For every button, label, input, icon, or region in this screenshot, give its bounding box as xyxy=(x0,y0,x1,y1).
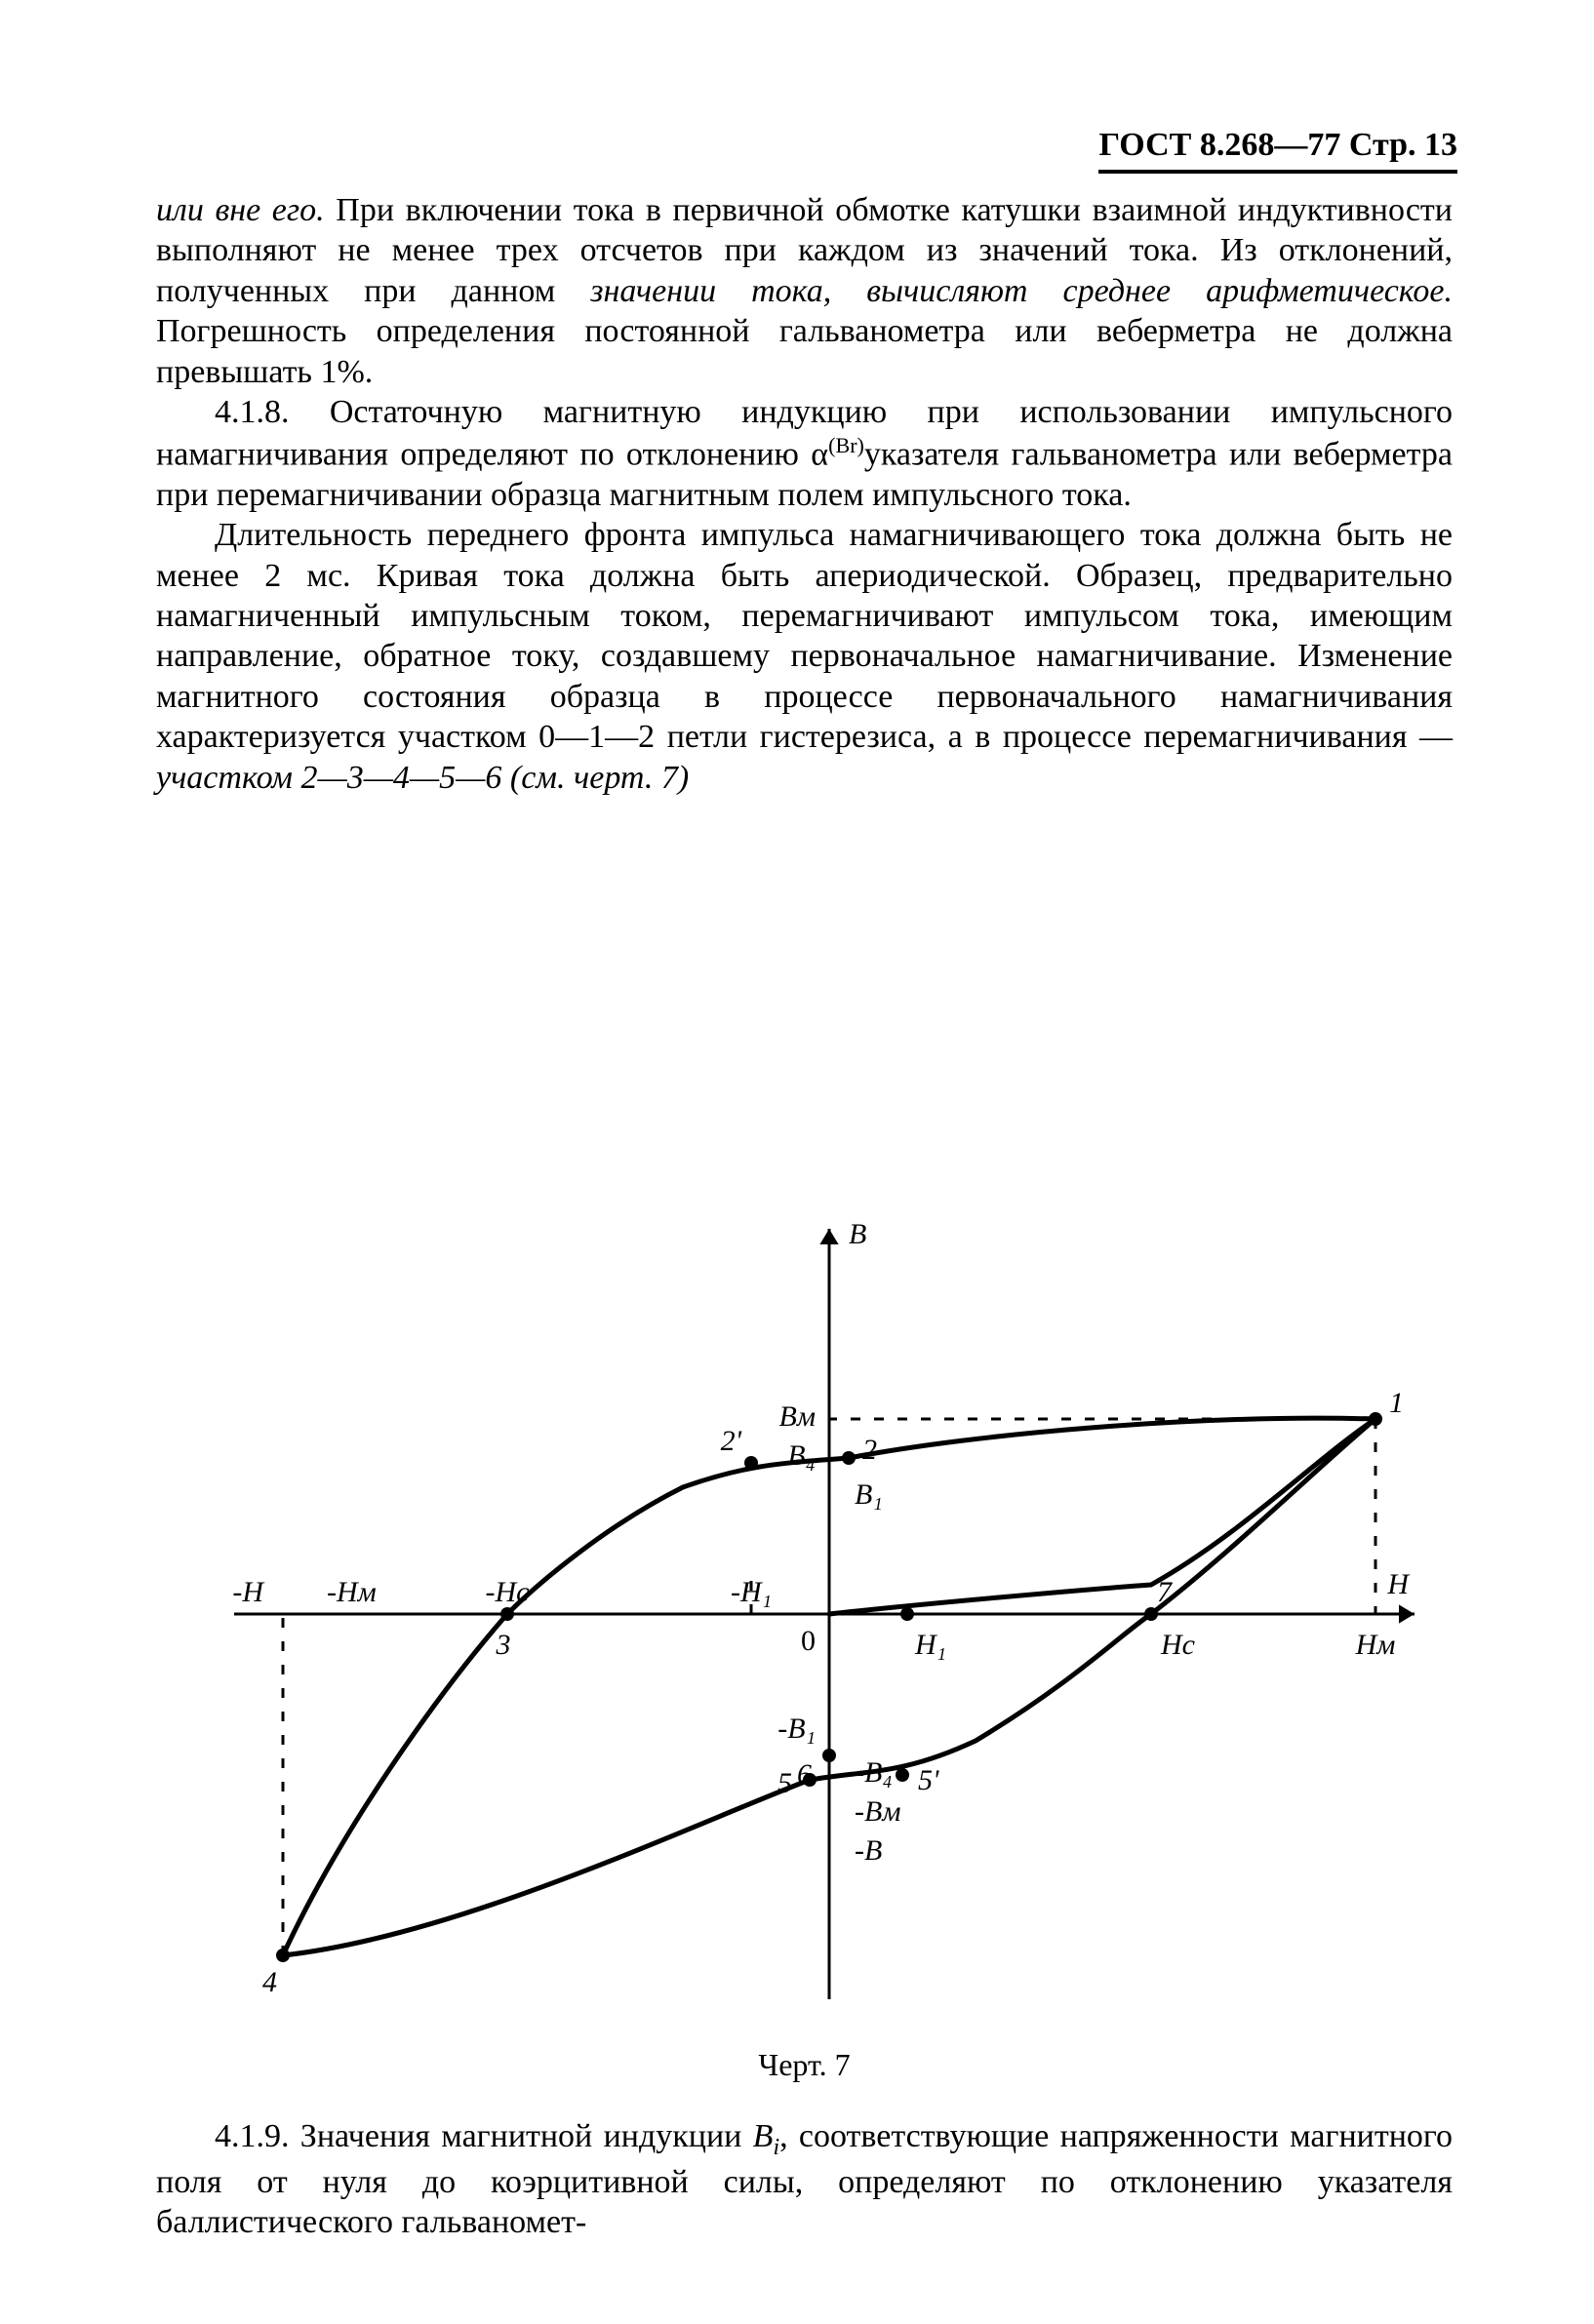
para-4: 4.1.9. Значения магнитной индукции Bi, с… xyxy=(156,2116,1453,2243)
svg-text:H₁: H₁ xyxy=(914,1629,946,1661)
svg-text:5': 5' xyxy=(918,1764,939,1796)
para-3: Длительность переднего фронта импульса н… xyxy=(156,515,1453,798)
svg-text:6: 6 xyxy=(797,1758,812,1791)
svg-text:3: 3 xyxy=(496,1629,511,1661)
svg-text:B: B xyxy=(849,1218,866,1250)
svg-text:B₁: B₁ xyxy=(855,1478,883,1511)
svg-text:-B: -B xyxy=(855,1834,882,1867)
svg-text:0: 0 xyxy=(801,1625,816,1657)
svg-text:4: 4 xyxy=(262,1966,277,1998)
p3a: Длительность переднего фронта импульса н… xyxy=(156,517,1453,755)
p2sup: (Br) xyxy=(828,433,864,457)
page: ГОСТ 8.268—77 Стр. 13 или вне его. При в… xyxy=(0,0,1594,2324)
figure-7: B Bм B₄ B₁ -B₁ -B₄ -Bм -B H Hм Hс H₁ 0 -H₁ -Hс -Hм -H 1 2 2… xyxy=(156,1170,1453,2083)
header-text: ГОСТ 8.268—77 Стр. 13 xyxy=(1098,127,1457,163)
svg-text:-Hс: -Hс xyxy=(486,1576,530,1608)
para-2: 4.1.8. Остаточную магнитную индукцию при… xyxy=(156,392,1453,515)
p4-bi: Bi xyxy=(753,2118,779,2154)
svg-text:-B₄: -B₄ xyxy=(855,1756,893,1789)
svg-text:H: H xyxy=(1386,1568,1411,1600)
figure-caption: Черт. 7 xyxy=(156,2047,1453,2083)
svg-text:7: 7 xyxy=(1157,1576,1174,1608)
svg-text:2: 2 xyxy=(862,1434,877,1466)
svg-text:-B₁: -B₁ xyxy=(777,1713,816,1745)
svg-text:B₄: B₄ xyxy=(787,1439,816,1472)
p3b: участком 2—3—4—5—6 (см. черт. 7) xyxy=(156,760,689,796)
p4-a: 4.1.9. Значения магнитной индукции xyxy=(215,2118,753,2154)
svg-text:-H: -H xyxy=(232,1576,265,1608)
svg-text:1: 1 xyxy=(1389,1387,1404,1419)
svg-text:-Bм: -Bм xyxy=(855,1795,900,1828)
para-1: или вне его. При включении тока в первич… xyxy=(156,190,1453,392)
after-figure-text: 4.1.9. Значения магнитной индукции Bi, с… xyxy=(156,2116,1453,2243)
svg-text:Bм: Bм xyxy=(779,1400,816,1433)
p1-lead: или вне его. xyxy=(156,192,325,228)
p1-ital2: значении тока, вычисляют среднее арифмет… xyxy=(590,273,1453,309)
p1-rest2: Погрешность определения постоянной гальв… xyxy=(156,313,1453,389)
body-text: или вне его. При включении тока в первич… xyxy=(156,190,1453,798)
svg-text:5: 5 xyxy=(777,1767,792,1799)
hysteresis-diagram: B Bм B₄ B₁ -B₁ -B₄ -Bм -B H Hм Hс H₁ 0 -H₁ -Hс -Hм -H 1 2 2… xyxy=(156,1170,1454,2029)
page-header: ГОСТ 8.268—77 Стр. 13 xyxy=(1098,127,1457,174)
svg-text:-H₁: -H₁ xyxy=(731,1576,772,1608)
svg-text:Hс: Hс xyxy=(1160,1629,1195,1661)
svg-text:2': 2' xyxy=(721,1425,742,1457)
svg-text:Hм: Hм xyxy=(1355,1629,1396,1661)
svg-text:-Hм: -Hм xyxy=(327,1576,377,1608)
